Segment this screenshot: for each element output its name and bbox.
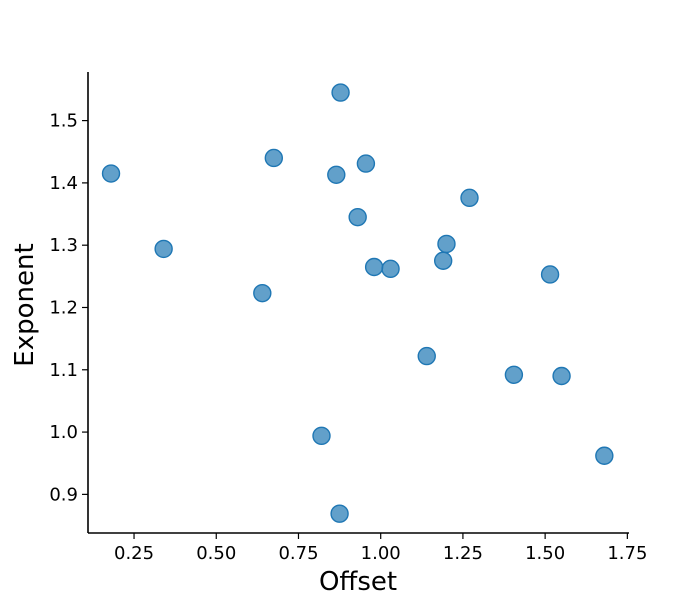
data-point [348, 207, 367, 227]
x-tick-label: 1.00 [361, 543, 401, 564]
x-axis-title: Offset [319, 567, 397, 597]
data-point [381, 259, 400, 279]
data-point [264, 148, 284, 168]
data-point [154, 239, 173, 259]
data-point [595, 446, 614, 465]
data-point [327, 165, 346, 184]
x-tick-label: 1.50 [525, 543, 565, 564]
data-point [312, 426, 331, 446]
y-tick-label: 1.0 [49, 422, 78, 443]
x-tick-label: 1.25 [443, 543, 483, 564]
data-point [437, 234, 456, 254]
data-point [253, 283, 272, 303]
y-tick-label: 1.5 [49, 111, 78, 132]
axes [87, 72, 629, 534]
x-tick-label: 0.75 [278, 543, 318, 564]
data-point [330, 504, 349, 523]
data-point [331, 83, 350, 102]
y-tick-label: 1.2 [49, 297, 78, 318]
x-tick-label: 0.50 [196, 543, 236, 564]
x-ticks: 0.25 0.50 0.75 1.00 1.25 1.50 1.75 [114, 533, 647, 564]
y-tick-label: 0.9 [49, 484, 78, 505]
points-layer [101, 83, 614, 523]
data-point [417, 346, 436, 366]
data-point [101, 164, 121, 183]
data-point [356, 154, 376, 173]
y-tick-label: 1.4 [49, 173, 78, 194]
y-tick-label: 1.1 [49, 360, 78, 381]
y-ticks: 0.9 1.0 1.1 1.2 1.3 1.4 1.5 [49, 111, 88, 505]
data-point [433, 251, 453, 270]
data-point [460, 188, 479, 208]
x-tick-label: 0.25 [114, 543, 154, 564]
data-point [552, 366, 571, 386]
data-point [364, 257, 384, 277]
y-axis-title: Exponent [10, 243, 40, 366]
x-tick-label: 1.75 [607, 543, 647, 564]
data-point [504, 365, 524, 384]
y-tick-label: 1.3 [49, 235, 78, 256]
data-point [540, 265, 560, 284]
